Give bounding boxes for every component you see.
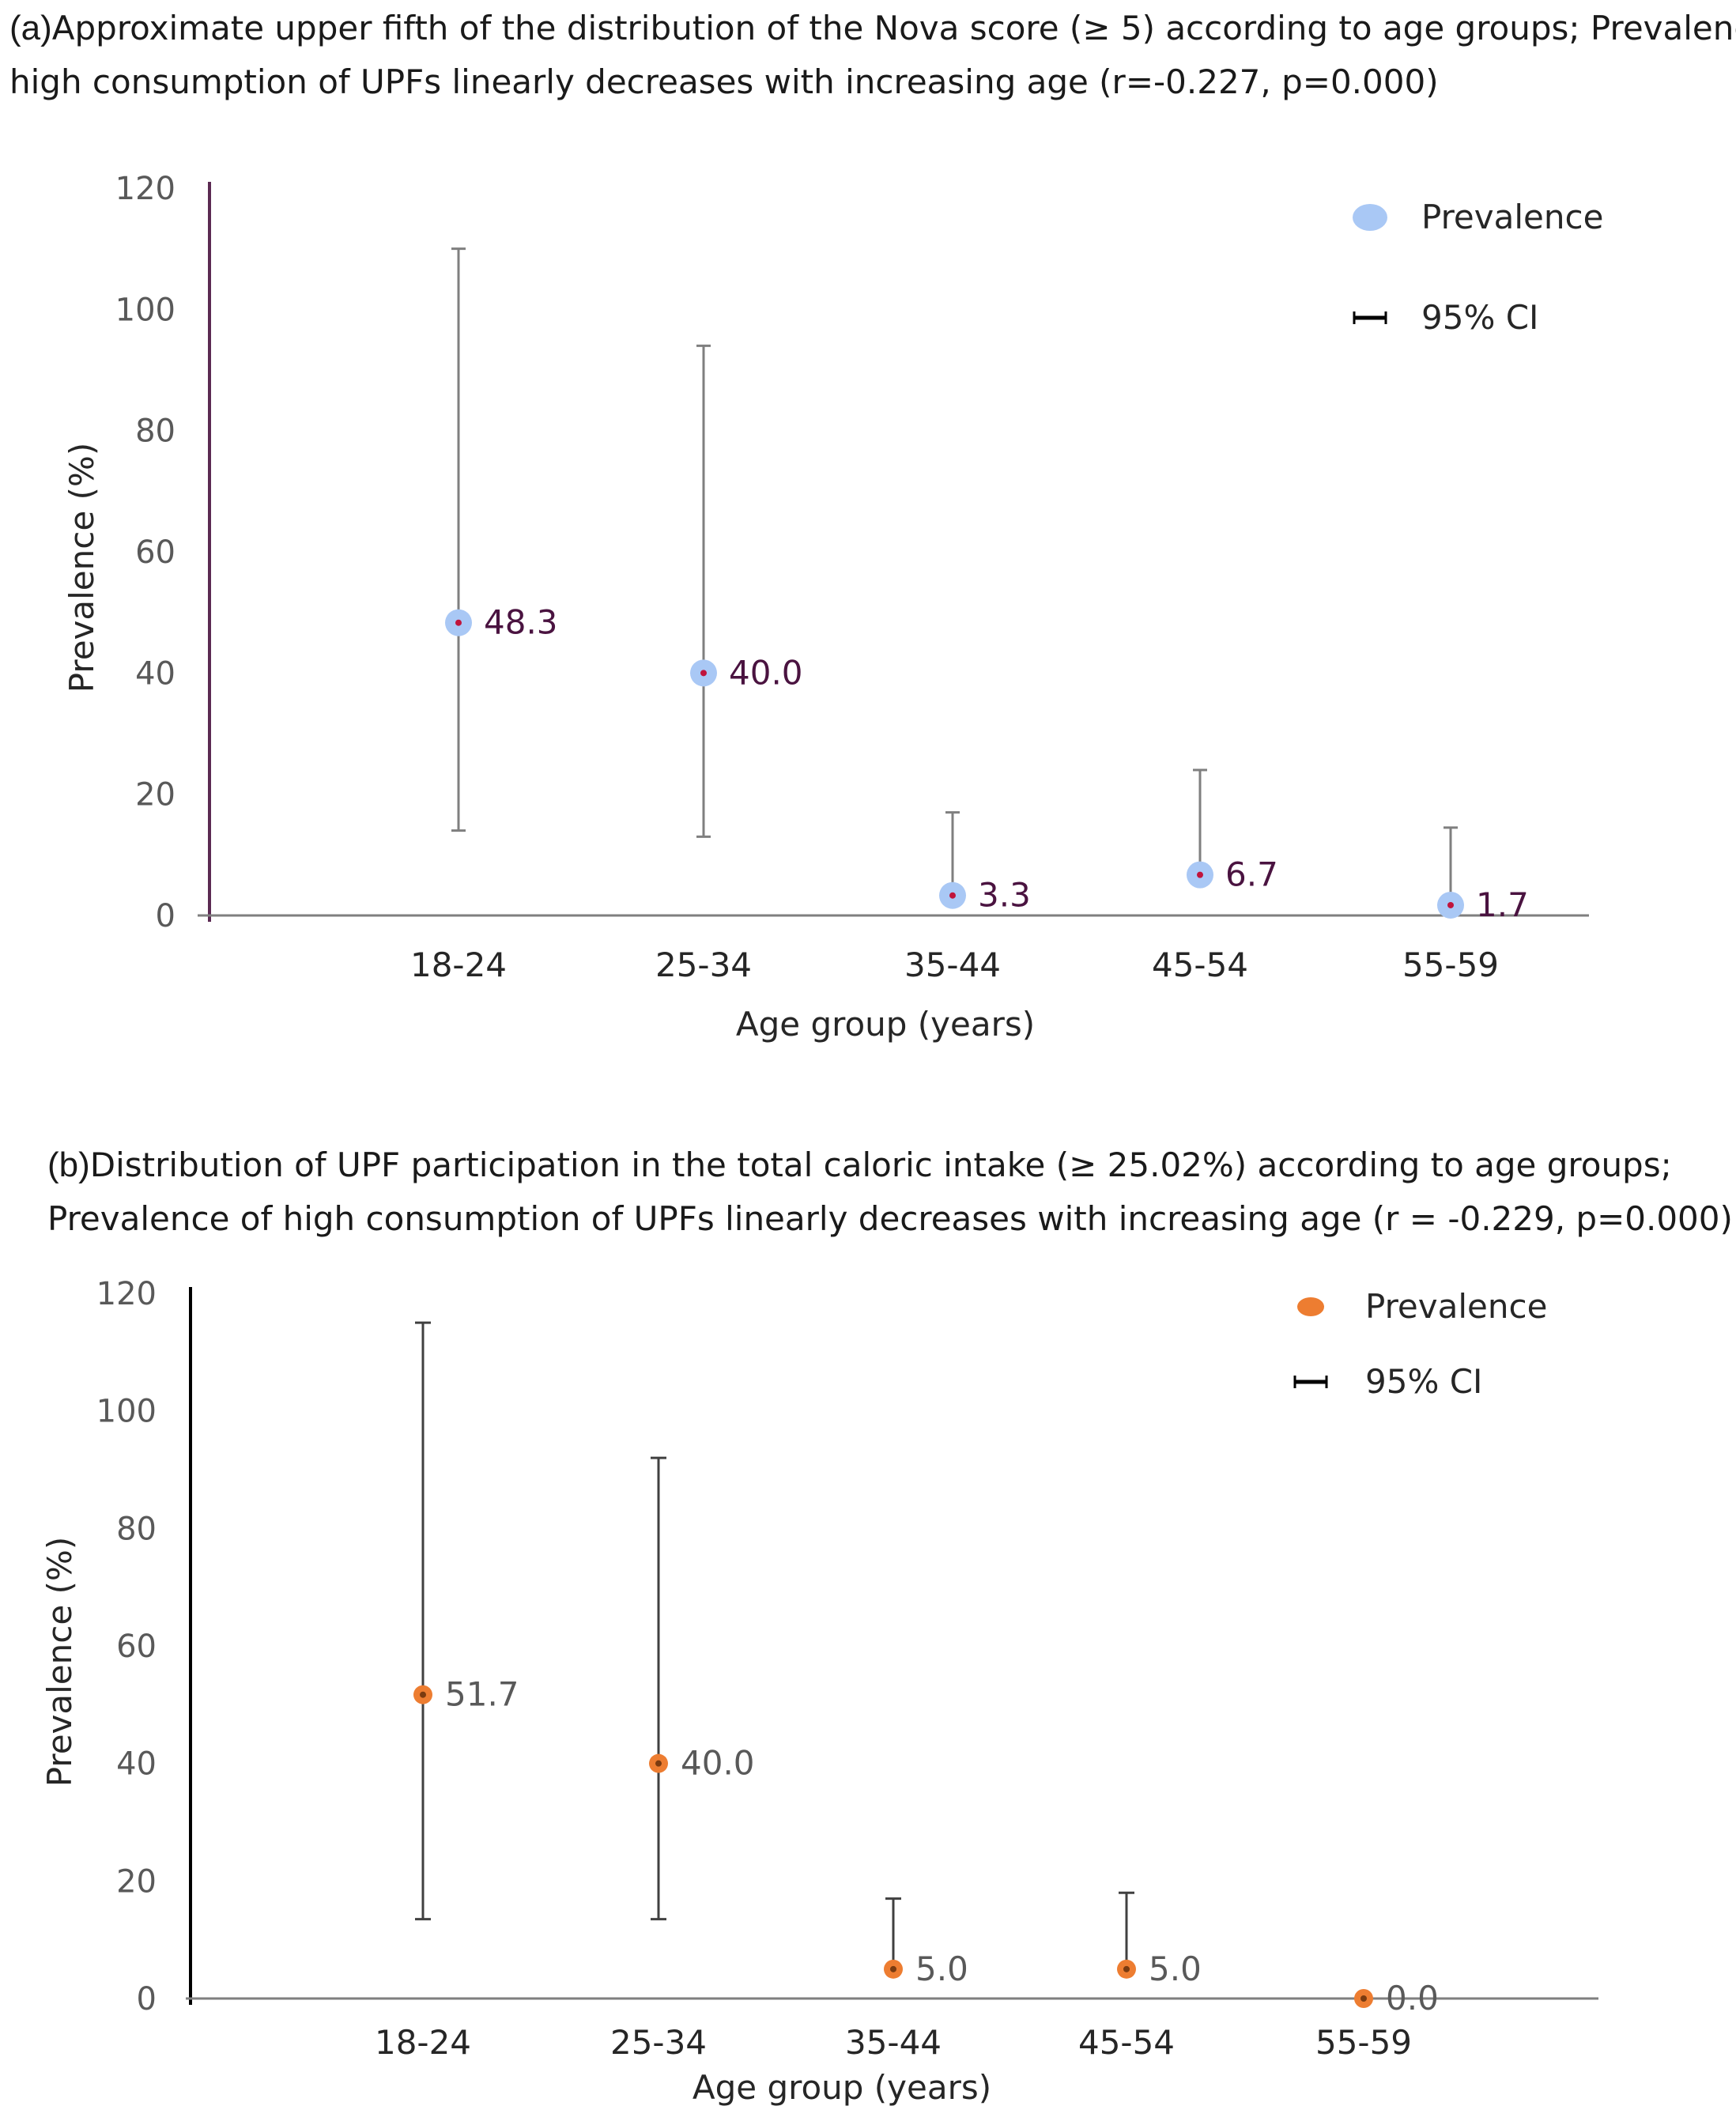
y-tick-label: 60 [135,534,175,571]
x-tick-label: 45-54 [1078,2023,1175,2062]
panel-b-title-line1: Distribution of UPF participation in the… [89,1146,1672,1184]
panel-b-letter: (b) [47,1146,90,1184]
prevalence-point-center [420,1691,426,1698]
legend-prevalence-marker [1297,1297,1324,1316]
y-axis-title: Prevalence (%) [62,443,101,693]
x-axis-title: Age group (years) [693,2068,991,2107]
panel-b-title: (b)Distribution of UPF participation in … [47,1138,1733,1246]
data-label: 40.0 [681,1744,755,1783]
x-tick-label: 25-34 [655,945,752,984]
y-tick-label: 120 [115,171,175,207]
y-tick-label: 100 [96,1394,157,1430]
y-tick-label: 40 [135,655,175,692]
chart-a: 0 20 40 60 80 100 120 18-24 25-34 35-44 45-54 55-59… [62,171,1603,1044]
prevalence-point-center [1360,1995,1367,2002]
data-label: 51.7 [445,1675,519,1714]
legend-prevalence-marker [1353,204,1387,231]
y-tick-label: 100 [115,292,175,328]
prevalence-point-center [1447,901,1454,908]
data-label: 1.7 [1476,885,1529,924]
y-tick-label: 60 [116,1629,157,1665]
x-tick-label: 55-59 [1402,945,1499,984]
x-tick-label: 18-24 [410,945,507,984]
x-tick-label: 18-24 [375,2023,471,2062]
data-label: 3.3 [978,876,1031,915]
prevalence-point-center [1197,871,1203,878]
y-tick-label: 80 [135,413,175,450]
prevalence-point-center [455,619,462,626]
data-label: 48.3 [484,603,558,642]
data-label: 5.0 [915,1949,968,1988]
prevalence-point-center [890,1965,896,1972]
y-tick-label: 0 [156,898,175,934]
panel-a-letter: (a) [9,9,52,47]
data-label: 6.7 [1225,855,1278,894]
x-tick-label: 35-44 [904,945,1001,984]
data-label: 5.0 [1149,1949,1202,1988]
panel-a-title-line1: Approximate upper fifth of the distribut… [51,9,1736,47]
legend-ci-label: 95% CI [1421,298,1538,337]
y-axis-title: Prevalence (%) [40,1537,79,1787]
y-tick-label: 120 [96,1276,157,1312]
y-tick-label: 20 [135,777,175,813]
x-tick-label: 55-59 [1315,2023,1412,2062]
prevalence-point-center [1123,1965,1130,1972]
x-tick-label: 25-34 [610,2023,707,2062]
y-tick-label: 80 [116,1511,157,1547]
panel-a-title: (a)Approximate upper fifth of the distri… [9,2,1736,109]
x-axis-title: Age group (years) [736,1005,1035,1044]
x-tick-label: 35-44 [845,2023,942,2062]
legend-ci-label: 95% CI [1365,1362,1482,1401]
x-tick-label: 45-54 [1152,945,1248,984]
prevalence-point-center [655,1760,662,1767]
panel-b-title-line2: Prevalence of high consumption of UPFs l… [47,1199,1733,1238]
legend-prevalence-label: Prevalence [1421,198,1603,236]
data-label: 0.0 [1386,1979,1439,2017]
prevalence-point-center [700,670,707,677]
y-tick-label: 20 [116,1863,157,1900]
chart-b: 0 20 40 60 80 100 120 18-24 25-34 35-44 45-54 55-59… [40,1276,1598,2107]
y-tick-label: 40 [116,1746,157,1783]
prevalence-point-center [949,892,956,899]
y-tick-label: 0 [137,1981,157,2017]
data-label: 40.0 [729,653,803,692]
legend-prevalence-label: Prevalence [1365,1287,1547,1326]
panel-a-title-line2: high consumption of UPFs linearly decrea… [9,62,1439,101]
